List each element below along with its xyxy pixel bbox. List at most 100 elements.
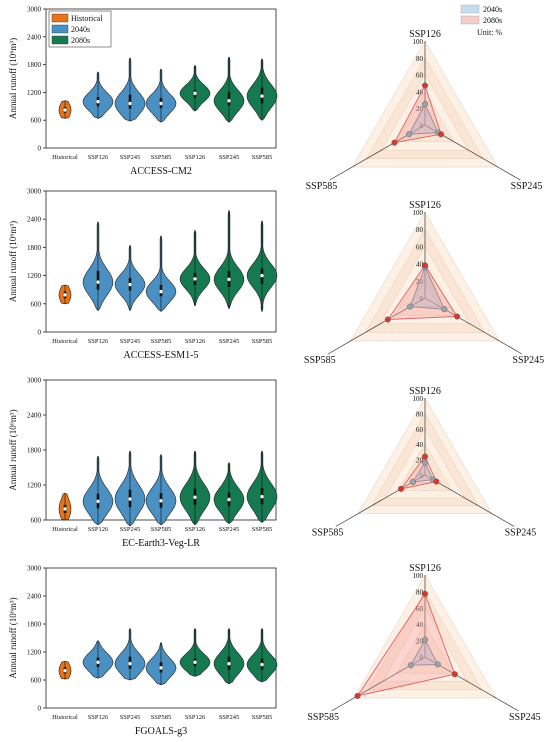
radar-tick-label: 80 [416,55,424,63]
violin-panel: 0 600 1200 1800 2400 3000 Annual runoff (10⁶m³… [8,6,278,177]
plot-frame [45,567,277,709]
violin-panel: 0 600 1200 1800 2400 3000 Annual runoff (10⁶m³… [8,188,278,361]
radar-point [438,131,445,138]
y-tick-label: 600 [31,300,42,308]
x-tick-label: SSP245 [219,526,240,533]
x-tick-label: SSP126 [185,338,206,345]
violin-median [158,289,164,294]
x-tick-label: SSP245 [120,526,141,533]
y-tick-label: 2400 [27,33,42,41]
x-tick-label: SSP126 [185,714,206,721]
y-tick-label: 2400 [27,216,42,224]
y-tick-label: 1800 [27,447,42,455]
radar-series-area [393,84,442,144]
radar-panel: 020406080100SSP126SSP245SSP585 [312,386,537,539]
radar-point [454,313,461,320]
radar-axis-label: SSP245 [512,355,544,366]
radar-spoke [424,656,519,712]
radar-series-area [412,461,434,483]
radar-point [422,100,429,107]
radar-point [384,316,391,323]
violin-median [226,497,232,502]
violin-median [158,665,164,670]
radar-axis-label: SSP245 [511,181,543,192]
y-axis-label: Annual runoff (10⁶m³) [8,38,18,119]
violin-median [62,506,68,511]
y-tick-label: 3000 [27,188,42,196]
radar-tick-label: 100 [413,38,424,46]
panel-title: FGOALS-g3 [135,726,187,737]
violin-median [127,282,133,287]
violin-median [226,98,232,103]
violin-median [192,495,198,500]
y-tick-label: 3000 [27,6,42,14]
violin-median [95,99,101,104]
radar-axis-label: SSP585 [304,355,336,366]
x-tick-label: SSP585 [151,714,172,721]
violin-panel: 600 1200 1800 2400 3000 Annual runoff (10⁶m³)… [8,377,278,549]
y-tick-label: 2400 [27,412,42,420]
radar-axis-label: SSP245 [505,528,537,539]
y-tick-label: 1200 [27,649,42,657]
y-tick-label: 1800 [27,621,42,629]
radar-panel: 020406080100SSP126SSP245SSP585 [307,563,540,723]
y-tick-label: 600 [31,677,42,685]
x-tick-label: SSP126 [88,714,109,721]
x-tick-label: SSP126 [88,338,109,345]
violin-median [127,661,133,666]
x-tick-label: Historical [52,338,78,345]
radar-series-area [386,264,458,320]
x-tick-label: SSP585 [252,526,273,533]
y-tick-label: 600 [31,517,42,525]
radar-tick-label: 40 [416,261,424,269]
radar-series-area [408,102,439,135]
radar-spoke [424,297,523,355]
radar-tick-label: 40 [416,621,424,629]
radar-tick-label: 20 [416,105,424,113]
radar-tick-label: 100 [413,209,424,217]
radar-point [397,485,404,492]
radar-panel: 020406080100SSP126SSP245SSP585 [304,200,544,366]
y-tick-label: 1800 [27,244,42,252]
violin-median [95,280,101,285]
y-tick-label: 0 [38,329,42,337]
y-tick-label: 1200 [27,89,42,97]
legend-left: Historical 2040s 2080s [48,10,112,48]
radar-spoke [335,474,426,527]
violin-median [127,101,133,106]
radar-series-area [356,592,456,697]
violin-median [62,107,68,113]
legend-swatch [460,4,480,14]
radar-axis-label: SSP126 [409,386,441,397]
plot-frame [45,190,277,333]
radar-panel: 020406080100SSP126SSP245SSP585 [306,29,543,192]
x-tick-label: Historical [52,714,78,721]
legend-swatch [51,13,69,23]
violin-panel: 0 600 1200 1800 2400 3000 Annual runoff (10⁶m³… [8,565,278,737]
radar-tick-label: 60 [416,426,424,434]
radar-point [354,692,361,699]
radar-point [422,262,429,269]
radar-point [441,306,448,313]
panel-title: EC-Earth3-Veg-LR [122,538,200,549]
radar-point [422,459,429,466]
legend-label: 2080s [71,36,90,45]
radar-axis-label: SSP126 [409,200,441,211]
y-tick-label: 1200 [27,272,42,280]
radar-axis-label: SSP126 [409,563,441,574]
plot-frame [45,8,277,149]
radar-series-area [410,638,439,666]
radar-series-area [409,265,446,310]
y-tick-label: 1800 [27,61,42,69]
radar-tick-label: 80 [416,226,424,234]
radar-tick-label: 0 [420,654,424,662]
radar-tick-label: 60 [416,605,424,613]
x-tick-label: SSP245 [219,338,240,345]
x-tick-label: SSP126 [88,526,109,533]
radar-tick-label: 40 [416,88,424,96]
radar-point [391,139,398,146]
x-tick-label: SSP585 [151,338,172,345]
radar-tick-label: 60 [416,72,424,80]
radar-tick-label: 0 [420,472,424,480]
radar-point [422,636,429,643]
